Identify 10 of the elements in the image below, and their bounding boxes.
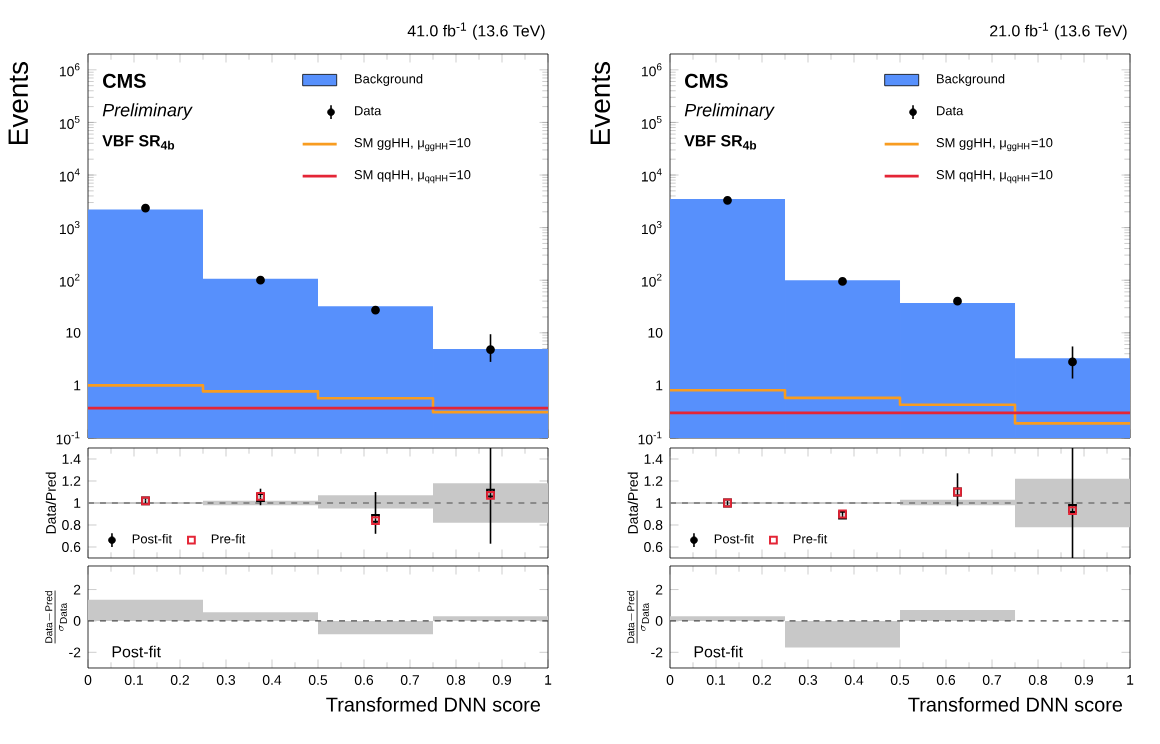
x-axis-title: Transformed DNN score [326,697,541,712]
x-axis-title: Transformed DNN score [908,697,1123,712]
annotation: Preliminary [684,103,775,120]
y-axis-title: Events [8,62,29,145]
annotation: CMS [685,73,728,88]
y-axis-title: $\frac{\mathrm{Data-Pred}}{\sigma_{\mathrm{Data}}}$ [627,590,649,644]
annotation: Preliminary [102,103,193,120]
y-axis-title: Events [590,62,611,145]
annotation: CMS [103,73,146,88]
y-axis-title: $\frac{\mathrm{Data-Pred}}{\sigma_{\mathrm{Data}}}$ [45,590,67,644]
